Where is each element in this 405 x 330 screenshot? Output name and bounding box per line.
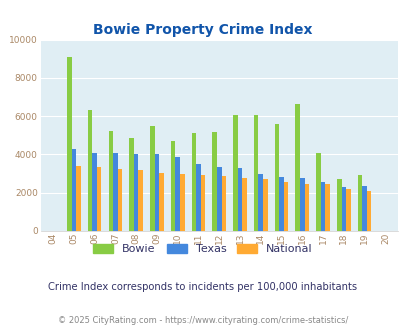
Bar <box>258 174 262 231</box>
Bar <box>283 182 288 231</box>
Bar <box>97 167 101 231</box>
Bar <box>129 138 134 231</box>
Bar <box>262 179 267 231</box>
Bar <box>179 174 184 231</box>
Bar <box>159 173 163 231</box>
Bar <box>175 157 179 231</box>
Bar <box>320 182 324 231</box>
Text: Crime Index corresponds to incidents per 100,000 inhabitants: Crime Index corresponds to incidents per… <box>48 282 357 292</box>
Bar <box>87 111 92 231</box>
Text: © 2025 CityRating.com - https://www.cityrating.com/crime-statistics/: © 2025 CityRating.com - https://www.city… <box>58 316 347 325</box>
Bar <box>67 57 71 231</box>
Bar <box>324 184 329 231</box>
Bar <box>108 131 113 231</box>
Bar <box>357 176 362 231</box>
Legend: Bowie, Texas, National: Bowie, Texas, National <box>88 239 317 258</box>
Bar <box>304 184 309 231</box>
Bar <box>299 178 304 231</box>
Bar <box>92 153 97 231</box>
Bar <box>200 176 205 231</box>
Text: Bowie Property Crime Index: Bowie Property Crime Index <box>93 23 312 37</box>
Bar <box>71 149 76 231</box>
Bar <box>196 164 200 231</box>
Bar <box>191 133 196 231</box>
Bar <box>117 169 122 231</box>
Bar <box>150 126 154 231</box>
Bar <box>366 191 371 231</box>
Bar <box>232 115 237 231</box>
Bar <box>315 153 320 231</box>
Bar <box>221 177 226 231</box>
Bar <box>216 167 221 231</box>
Bar <box>279 178 283 231</box>
Bar <box>345 189 350 231</box>
Bar <box>76 166 81 231</box>
Bar <box>154 154 159 231</box>
Bar <box>138 170 143 231</box>
Bar <box>341 187 345 231</box>
Bar <box>237 168 242 231</box>
Bar <box>242 178 246 231</box>
Bar <box>253 115 258 231</box>
Bar <box>171 141 175 231</box>
Bar <box>274 124 279 231</box>
Bar <box>362 186 366 231</box>
Bar <box>295 104 299 231</box>
Bar <box>134 154 138 231</box>
Bar <box>212 132 216 231</box>
Bar <box>113 152 117 231</box>
Bar <box>336 179 341 231</box>
